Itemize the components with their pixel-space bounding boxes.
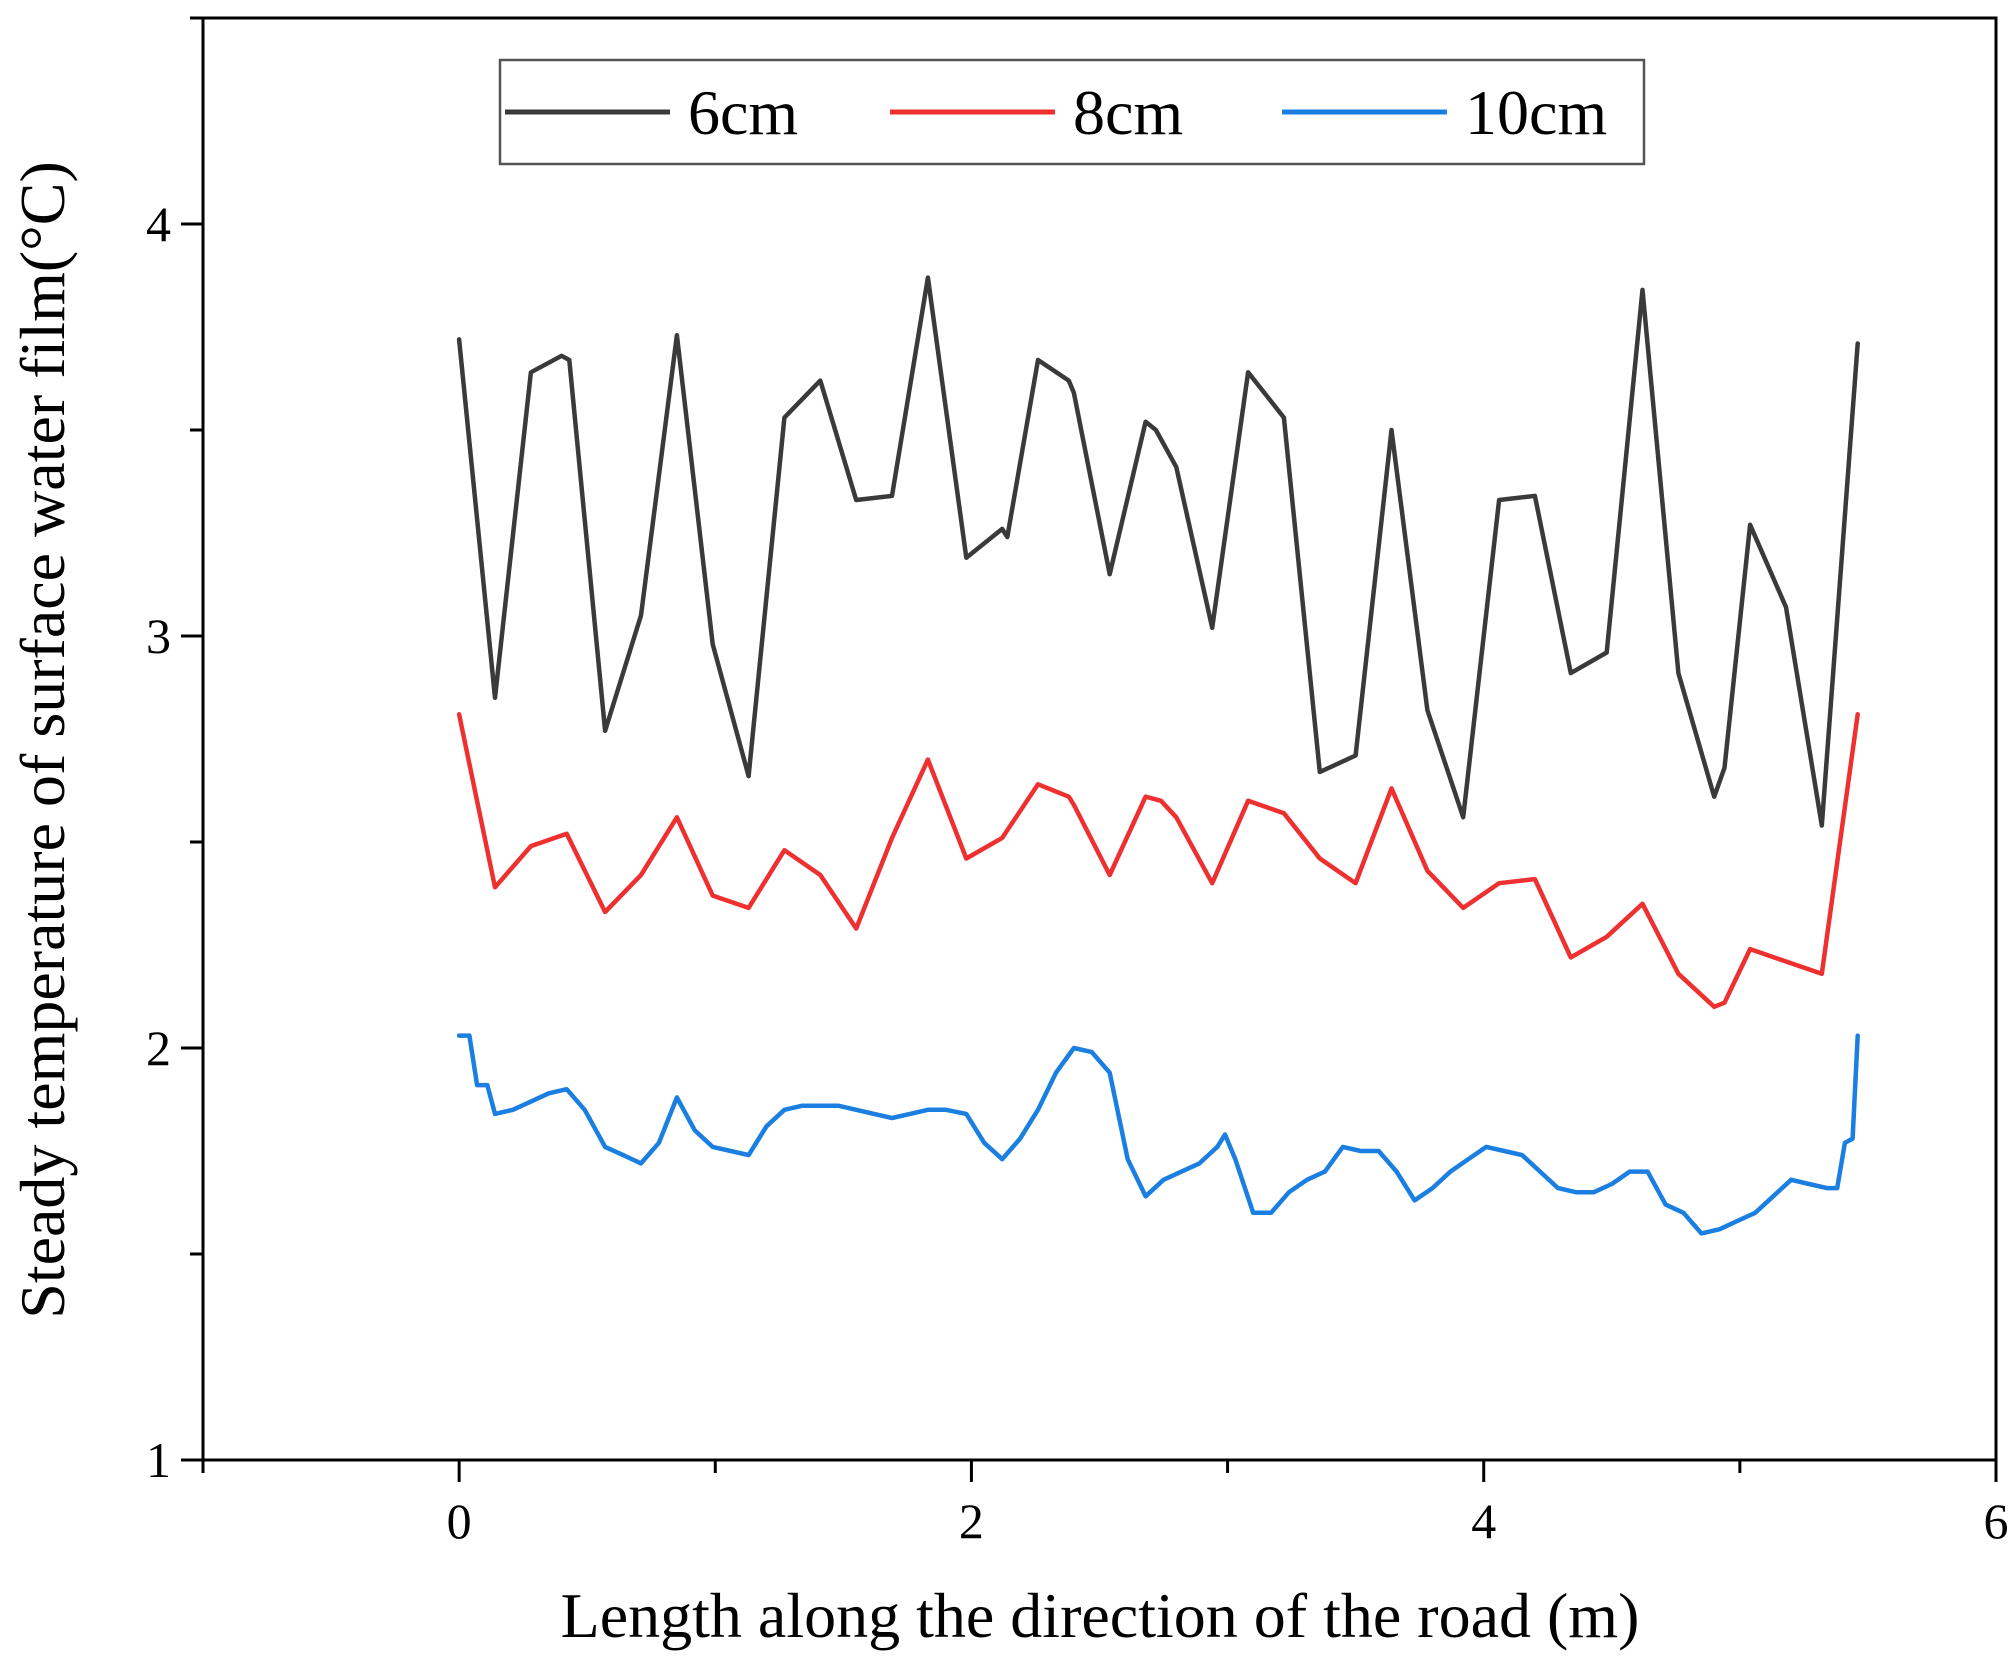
y-tick-label: 3 — [146, 608, 171, 664]
series-line-8cm — [456, 712, 1860, 1010]
x-axis-title: Length along the direction of the road (… — [561, 1580, 1640, 1651]
legend-item-6cm: 6cm — [505, 77, 798, 148]
x-tick-label: 2 — [959, 1493, 984, 1549]
legend: 6cm 8cm 10cm — [498, 58, 1646, 166]
y-tick-label: 4 — [146, 196, 171, 252]
legend-label: 6cm — [688, 77, 798, 148]
y-tick-label: 2 — [146, 1020, 171, 1076]
x-axis-ticks — [201, 1460, 1998, 1482]
legend-label: 10cm — [1465, 77, 1607, 148]
legend-box — [498, 58, 1646, 166]
plot-area-frame — [201, 16, 1998, 1462]
legend-items: 6cm 8cm 10cm — [505, 77, 1607, 148]
legend-item-8cm: 8cm — [890, 77, 1183, 148]
legend-item-10cm: 10cm — [1282, 77, 1607, 148]
y-axis-ticks — [181, 16, 203, 1462]
x-tick-label: 0 — [447, 1493, 472, 1549]
x-axis-tick-labels: 0 2 4 6 — [447, 1493, 2009, 1549]
series-line-10cm — [456, 1033, 1860, 1236]
series-group — [456, 275, 1860, 1236]
y-axis-tick-labels: 1 2 3 4 — [146, 196, 171, 1488]
x-tick-label: 4 — [1471, 1493, 1496, 1549]
y-tick-label: 1 — [146, 1432, 171, 1488]
series-line-6cm — [456, 275, 1860, 828]
y-axis-title: Steady temperature of surface water film… — [7, 161, 78, 1319]
x-tick-label: 6 — [1984, 1493, 2009, 1549]
legend-label: 8cm — [1073, 77, 1183, 148]
